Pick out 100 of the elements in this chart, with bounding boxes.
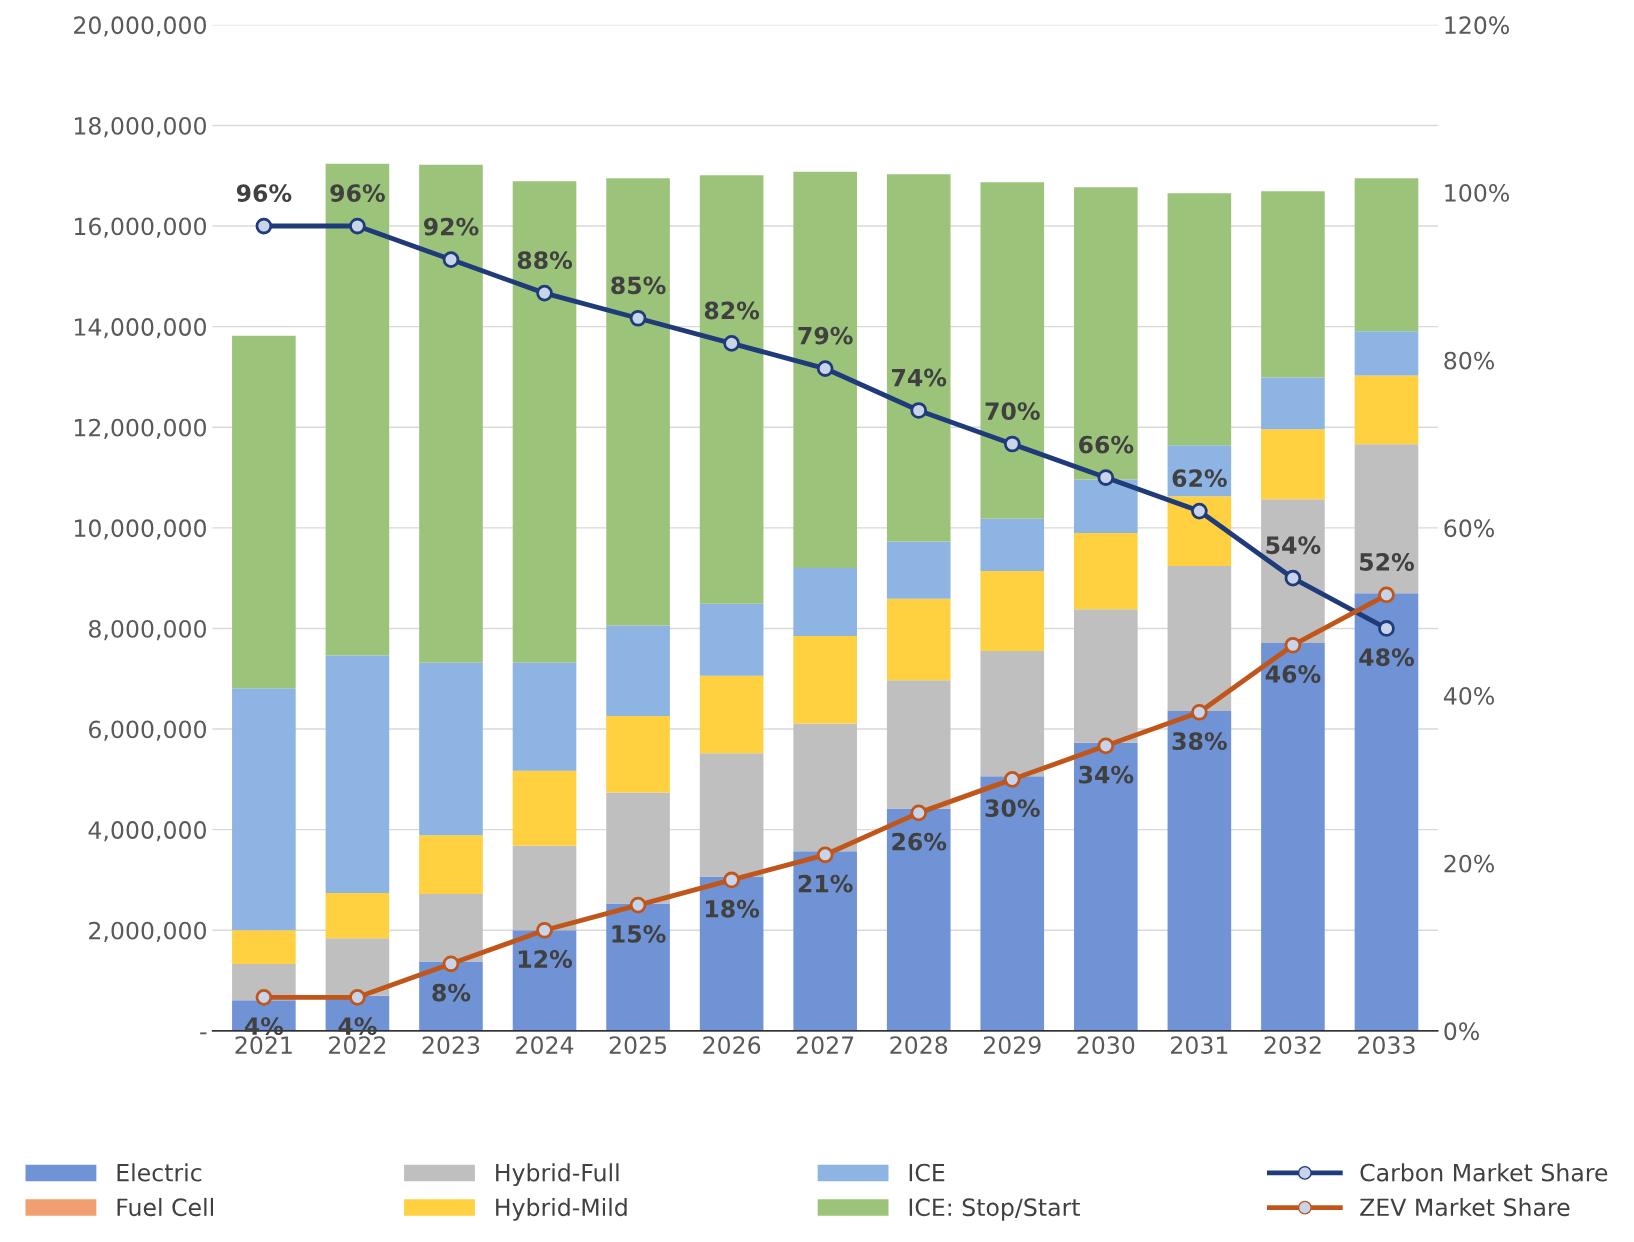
data-label: 8%	[432, 983, 471, 1002]
bar	[419, 164, 483, 663]
x-tick-label: 2021	[235, 1036, 292, 1054]
legend-label: Fuel Cell	[117, 1197, 213, 1217]
bar	[699, 675, 764, 754]
y-tick-label: 2,000,000	[89, 921, 206, 942]
bar	[1074, 187, 1138, 480]
bar	[1074, 609, 1138, 743]
y2-tick-label: 60%	[1444, 519, 1494, 538]
bar	[325, 893, 390, 939]
legend-label: Hybrid-Full	[496, 1163, 619, 1187]
y2-tick-label: 120%	[1445, 16, 1509, 35]
bar	[1167, 566, 1232, 711]
legend-label: Carbon Market Share	[1360, 1163, 1608, 1182]
point	[349, 988, 366, 1006]
bar	[980, 776, 1045, 1031]
bar	[419, 894, 483, 962]
bar	[1354, 178, 1419, 332]
bar	[325, 655, 390, 894]
bar	[325, 938, 390, 996]
bar	[1261, 429, 1325, 500]
x-tick-label: 2026	[703, 1036, 761, 1054]
x-tick-label: 2031	[1171, 1036, 1228, 1054]
legend-label: Electric	[117, 1163, 202, 1182]
point	[816, 360, 834, 377]
bar	[1354, 375, 1419, 445]
bar	[793, 568, 857, 636]
bar	[419, 835, 483, 895]
point	[910, 804, 928, 822]
data-label: 21%	[798, 874, 853, 893]
bar	[512, 770, 577, 846]
bar	[980, 571, 1045, 652]
point	[1284, 569, 1302, 587]
x-tick-label: 2029	[983, 1036, 1041, 1054]
data-label: 12%	[518, 950, 573, 968]
bar	[1261, 643, 1325, 1031]
y-tick-label: 8,000,000	[88, 619, 206, 641]
point	[1003, 435, 1021, 453]
bar	[980, 518, 1045, 572]
bar	[886, 598, 951, 681]
data-label: 96%	[236, 184, 292, 203]
bar	[1074, 532, 1138, 610]
bar	[1261, 191, 1325, 378]
point	[723, 335, 740, 352]
bar	[1354, 331, 1419, 376]
data-label: 79%	[798, 326, 853, 345]
bar	[512, 845, 577, 931]
y2-tick-label: 80%	[1444, 351, 1494, 370]
bar	[419, 662, 483, 836]
data-label: 26%	[892, 832, 947, 851]
x-tick-label: 2028	[890, 1036, 948, 1054]
data-label: 85%	[611, 276, 666, 295]
x-tick-label: 2025	[609, 1036, 667, 1054]
y-tick-label: 6,000,000	[89, 720, 206, 741]
point	[1097, 737, 1115, 755]
y-tick-label: 12,000,000	[74, 418, 206, 439]
bar	[1167, 710, 1232, 1031]
bar	[886, 680, 951, 809]
bar	[1354, 593, 1419, 1031]
bar	[1261, 377, 1325, 430]
data-label: 88%	[517, 251, 573, 270]
point	[723, 871, 740, 889]
point	[255, 988, 273, 1006]
point	[255, 217, 273, 235]
y-tick-label: 14,000,000	[74, 318, 206, 339]
bar	[606, 625, 670, 716]
data-label: 34%	[1079, 765, 1134, 784]
bar	[980, 182, 1045, 519]
bar	[606, 792, 670, 904]
bar	[232, 335, 296, 689]
data-label: 96%	[330, 184, 385, 203]
data-label: 52%	[1360, 553, 1414, 571]
y2-tick-label: 40%	[1443, 686, 1494, 705]
data-label: 46%	[1265, 665, 1321, 683]
bar	[699, 876, 764, 1031]
point	[1191, 502, 1208, 520]
point	[816, 846, 834, 864]
y-tick-label: 18,000,000	[74, 116, 206, 138]
data-label: 92%	[423, 217, 479, 236]
y2-tick-label: 100%	[1445, 183, 1509, 202]
bar	[606, 178, 670, 626]
point	[442, 251, 460, 268]
y-tick-label: -	[200, 1032, 207, 1035]
bar	[793, 636, 857, 724]
bar	[512, 181, 577, 663]
legend-label: Hybrid-Mild	[496, 1197, 627, 1221]
x-tick-label: 2033	[1358, 1036, 1415, 1054]
point	[1378, 620, 1395, 637]
data-label: 18%	[706, 899, 760, 918]
data-label: 70%	[985, 402, 1040, 420]
y-tick-label: 10,000,000	[74, 519, 206, 540]
y2-tick-label: 20%	[1444, 854, 1494, 873]
point	[1191, 703, 1208, 721]
bar	[980, 651, 1045, 777]
data-label: 30%	[985, 799, 1040, 818]
bar	[793, 723, 857, 852]
data-label: 15%	[612, 924, 666, 943]
y-tick-label: 16,000,000	[74, 217, 206, 238]
bar	[1354, 444, 1419, 594]
data-label: 74%	[892, 368, 947, 387]
